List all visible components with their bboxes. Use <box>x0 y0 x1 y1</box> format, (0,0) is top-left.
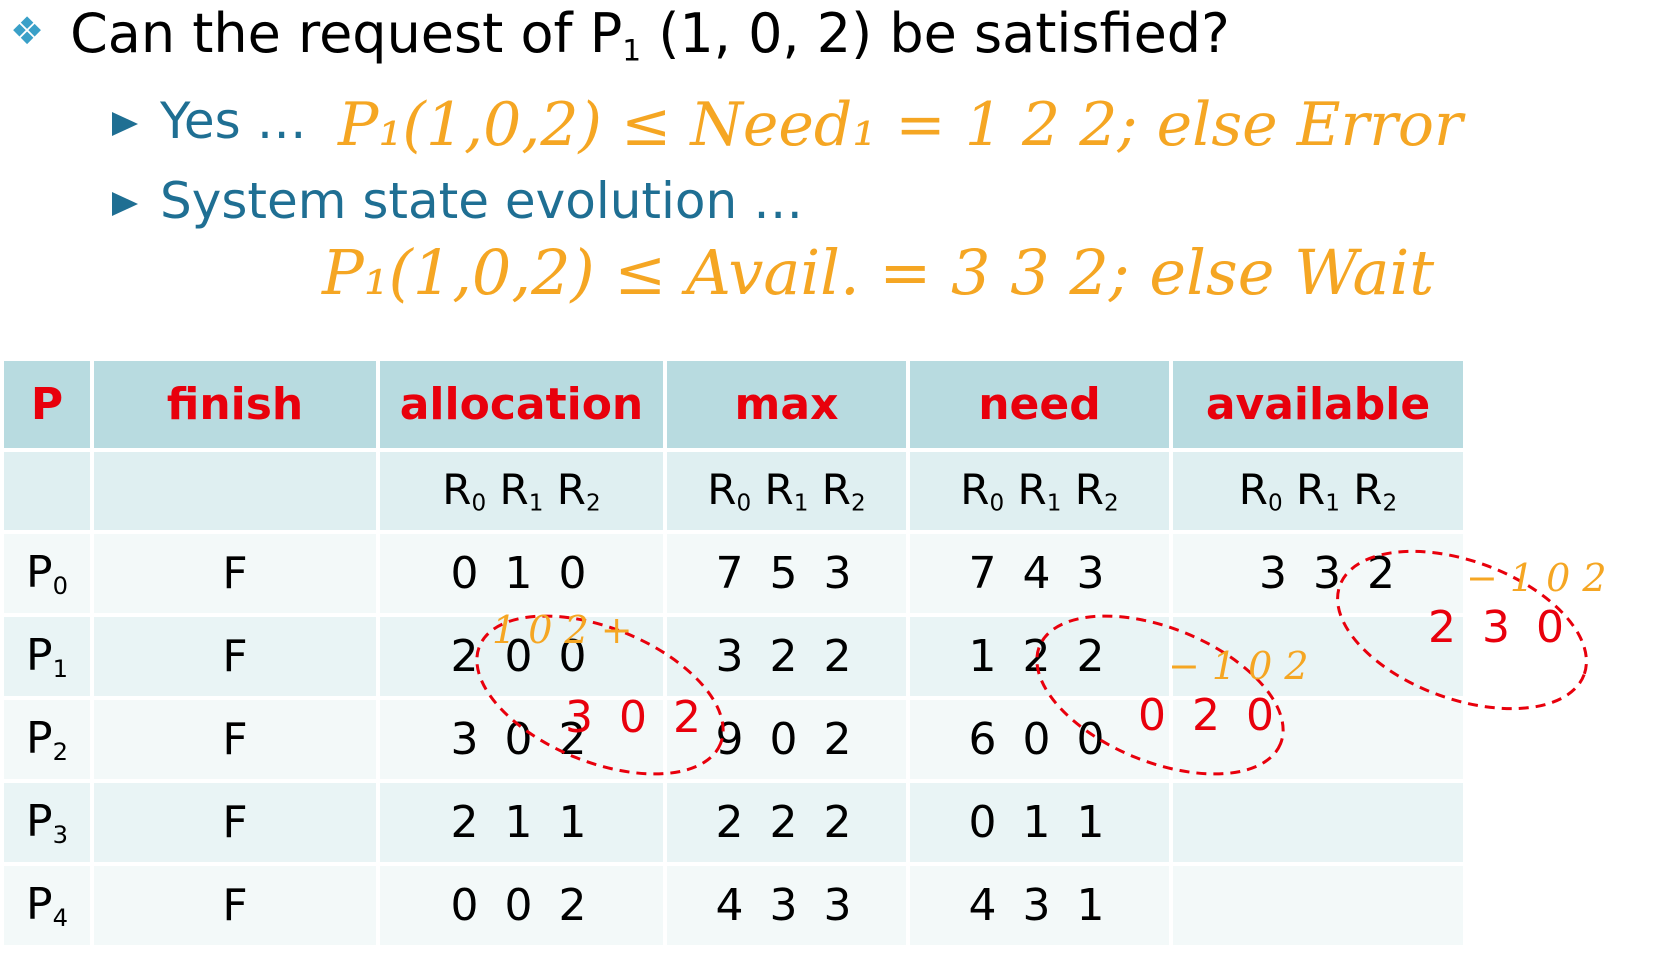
available-cell: 3 3 2 <box>1173 534 1463 613</box>
finish-cell: F <box>94 534 376 613</box>
resource-label-base: R <box>1238 465 1268 515</box>
bullet-yes: Yes … <box>112 92 307 150</box>
allocation-cell: 0 1 0 <box>380 534 663 613</box>
arrow-bullet-icon <box>112 192 138 216</box>
resource-labels: R0 R1 R2 <box>380 452 663 530</box>
question-suffix: (1, 0, 2) be satisfied? <box>641 2 1230 65</box>
empty-cell <box>94 452 376 530</box>
empty-cell <box>4 452 90 530</box>
resource-label-subscript: 1 <box>528 490 544 517</box>
resource-label-subscript: 0 <box>471 490 487 517</box>
resource-label-base: R <box>1353 465 1383 515</box>
diamond-bullet-icon: ❖ <box>10 9 45 54</box>
max-cell: 4 3 3 <box>667 866 906 945</box>
finish-cell: F <box>94 700 376 779</box>
process-cell: P2 <box>4 700 90 779</box>
avail-new-value: 2 3 0 <box>1428 602 1570 653</box>
bullet-evolution-text: System state evolution … <box>160 172 804 230</box>
resource-label-base: R <box>442 465 472 515</box>
table-row: P3 F 2 1 1 2 2 2 0 1 1 <box>4 783 1463 862</box>
available-cell <box>1173 783 1463 862</box>
resource-labels: R0 R1 R2 <box>1173 452 1463 530</box>
process-cell: P1 <box>4 617 90 696</box>
alloc-add-note: 1 0 2 + <box>492 608 633 652</box>
resource-label-base: R <box>821 465 851 515</box>
table-row: P4 F 0 0 2 4 3 3 4 3 1 <box>4 866 1463 945</box>
need-cell: 0 1 1 <box>910 783 1169 862</box>
handwriting-avail-check: P₁(1,0,2) ≤ Avail. = 3 3 2; else Wait <box>322 236 1435 309</box>
process-cell: P0 <box>4 534 90 613</box>
resource-label-base: R <box>1296 465 1326 515</box>
question-subscript: 1 <box>622 33 642 69</box>
resource-label-subscript: 2 <box>850 490 866 517</box>
need-sub-note: − 1 0 2 <box>1168 644 1309 688</box>
need-cell: 1 2 2 <box>910 617 1169 696</box>
need-cell: 4 3 1 <box>910 866 1169 945</box>
bullet-evolution: System state evolution … <box>112 172 803 230</box>
question-title: ❖ Can the request of P1 (1, 0, 2) be sati… <box>10 2 1230 68</box>
finish-cell: F <box>94 866 376 945</box>
header-need: need <box>910 361 1169 448</box>
resource-label-subscript: 0 <box>1267 490 1283 517</box>
resource-label-base: R <box>1074 465 1104 515</box>
question-prefix: Can the request of P <box>70 2 623 65</box>
resource-labels: R0 R1 R2 <box>667 452 906 530</box>
resource-label-base: R <box>556 465 586 515</box>
resource-label-base: R <box>499 465 529 515</box>
need-cell: 6 0 0 <box>910 700 1169 779</box>
max-cell: 3 2 2 <box>667 617 906 696</box>
available-cell <box>1173 866 1463 945</box>
resource-label-subscript: 1 <box>1046 490 1062 517</box>
resource-label-row: R0 R1 R2 R0 R1 R2 R0 R1 R2 R0 R1 R2 <box>4 452 1463 530</box>
table-row: P0 F 0 1 0 7 5 3 7 4 3 3 3 2 <box>4 534 1463 613</box>
header-available: available <box>1173 361 1463 448</box>
header-finish: finish <box>94 361 376 448</box>
header-p: P <box>4 361 90 448</box>
need-new-value: 0 2 0 <box>1138 690 1280 741</box>
finish-cell: F <box>94 783 376 862</box>
resource-label-subscript: 2 <box>1103 490 1119 517</box>
bullet-yes-text: Yes … <box>160 92 307 150</box>
process-cell: P3 <box>4 783 90 862</box>
max-cell: 7 5 3 <box>667 534 906 613</box>
need-cell: 7 4 3 <box>910 534 1169 613</box>
resource-label-subscript: 0 <box>736 490 752 517</box>
process-cell: P4 <box>4 866 90 945</box>
resource-label-base: R <box>707 465 737 515</box>
resource-label-base: R <box>1017 465 1047 515</box>
resource-label-subscript: 2 <box>585 490 601 517</box>
avail-sub-note: − 1 0 2 <box>1466 556 1607 600</box>
header-allocation: allocation <box>380 361 663 448</box>
resource-label-subscript: 1 <box>793 490 809 517</box>
resource-label-subscript: 0 <box>989 490 1005 517</box>
resource-label-subscript: 1 <box>1325 490 1340 517</box>
resource-label-base: R <box>764 465 794 515</box>
max-cell: 2 2 2 <box>667 783 906 862</box>
arrow-bullet-icon <box>112 112 138 136</box>
handwriting-need-check: P₁(1,0,2) ≤ Need₁ = 1 2 2; else Error <box>338 90 1463 160</box>
alloc-new-value: 3 0 2 <box>565 692 707 743</box>
header-max: max <box>667 361 906 448</box>
resource-label-subscript: 2 <box>1382 490 1398 517</box>
finish-cell: F <box>94 617 376 696</box>
resource-labels: R0 R1 R2 <box>910 452 1169 530</box>
resource-label-base: R <box>960 465 990 515</box>
allocation-cell: 2 1 1 <box>380 783 663 862</box>
allocation-cell: 0 0 2 <box>380 866 663 945</box>
table-header-row: P finish allocation max need available <box>4 361 1463 448</box>
